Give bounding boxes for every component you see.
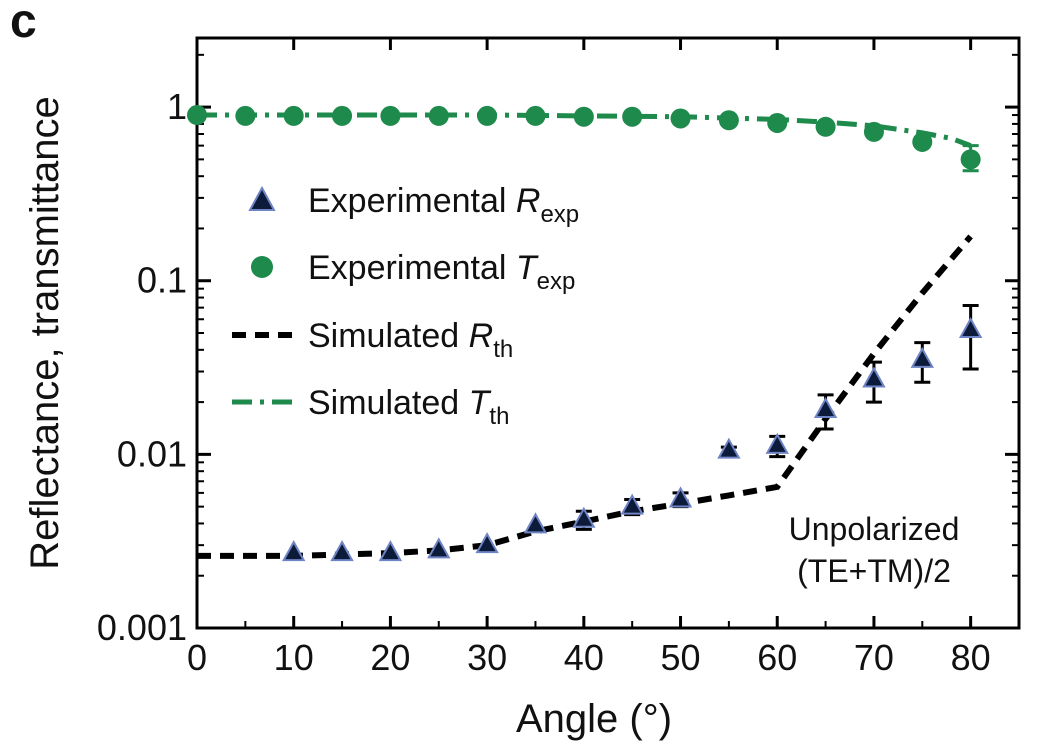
Texp-point xyxy=(380,105,401,126)
y-tick-label: 0.01 xyxy=(117,433,187,474)
series xyxy=(187,105,983,562)
Rexp-point xyxy=(330,540,354,562)
Texp-point xyxy=(573,106,594,127)
Texp-point xyxy=(187,105,207,126)
x-tick-label: 70 xyxy=(854,637,894,678)
Rexp-point xyxy=(717,437,741,459)
legend-entry-label: Simulated Rth xyxy=(308,317,513,363)
Rexp-point xyxy=(910,346,934,368)
Rexp-point xyxy=(813,396,838,419)
x-tick-label: 10 xyxy=(274,637,314,678)
x-tick-label: 50 xyxy=(661,637,701,678)
Texp-point xyxy=(622,106,643,127)
Rexp-point xyxy=(668,486,693,508)
Texp-point xyxy=(525,105,546,126)
Rexp-point xyxy=(765,432,789,454)
annotation-line-1: Unpolarized xyxy=(789,511,960,547)
ticks: 0 10 20 30 40 50 60 70 80 0.001 0.01 0.1 1 xyxy=(97,38,1019,678)
Texp-point xyxy=(912,131,933,152)
legend-entry-label: Experimental Rexp xyxy=(308,182,579,228)
Rexp-point xyxy=(523,512,548,534)
x-tick-label: 30 xyxy=(467,637,507,678)
x-axis-label: Angle (°) xyxy=(516,697,672,741)
Texp-point xyxy=(477,105,498,126)
circle-icon xyxy=(251,256,273,278)
Texp-point xyxy=(332,105,353,126)
x-tick-label: 60 xyxy=(757,637,797,678)
y-tick-label: 0.1 xyxy=(137,260,187,301)
Texp-point xyxy=(428,105,449,126)
Rexp-point xyxy=(475,532,499,554)
Rexp-point xyxy=(620,493,644,515)
x-tick-label: 40 xyxy=(564,637,604,678)
Rexp-point xyxy=(862,366,886,388)
triangle-icon xyxy=(248,185,276,211)
y-tick-label: 0.001 xyxy=(97,607,187,648)
y-tick-label: 1 xyxy=(167,86,187,127)
Texp-point xyxy=(863,121,884,142)
Rexp-point xyxy=(958,316,983,339)
y-axis-label: Reflectance, transmittance xyxy=(23,96,67,570)
Texp-point xyxy=(815,116,836,137)
panel-label: c xyxy=(10,0,37,48)
x-tick-label: 0 xyxy=(187,637,207,678)
Texp-point xyxy=(767,112,788,133)
annotation-line-2: (TE+TM)/2 xyxy=(797,553,951,589)
Rexp-point xyxy=(378,540,403,562)
Rexp-point xyxy=(427,537,451,559)
Texp-point xyxy=(283,105,304,126)
x-tick-label: 20 xyxy=(370,637,410,678)
Texp-point xyxy=(670,108,691,129)
x-tick-label: 80 xyxy=(951,637,991,678)
Texp-point xyxy=(960,149,981,170)
legend: Experimental Rexp Experimental Texp Simula… xyxy=(232,182,579,430)
Rexp-point xyxy=(282,540,306,562)
legend-entry-label: Experimental Texp xyxy=(308,249,575,295)
legend-entry-label: Simulated Tth xyxy=(308,384,509,430)
Texp-point xyxy=(718,110,739,131)
Texp-point xyxy=(235,105,256,126)
Rexp-point xyxy=(572,506,596,528)
